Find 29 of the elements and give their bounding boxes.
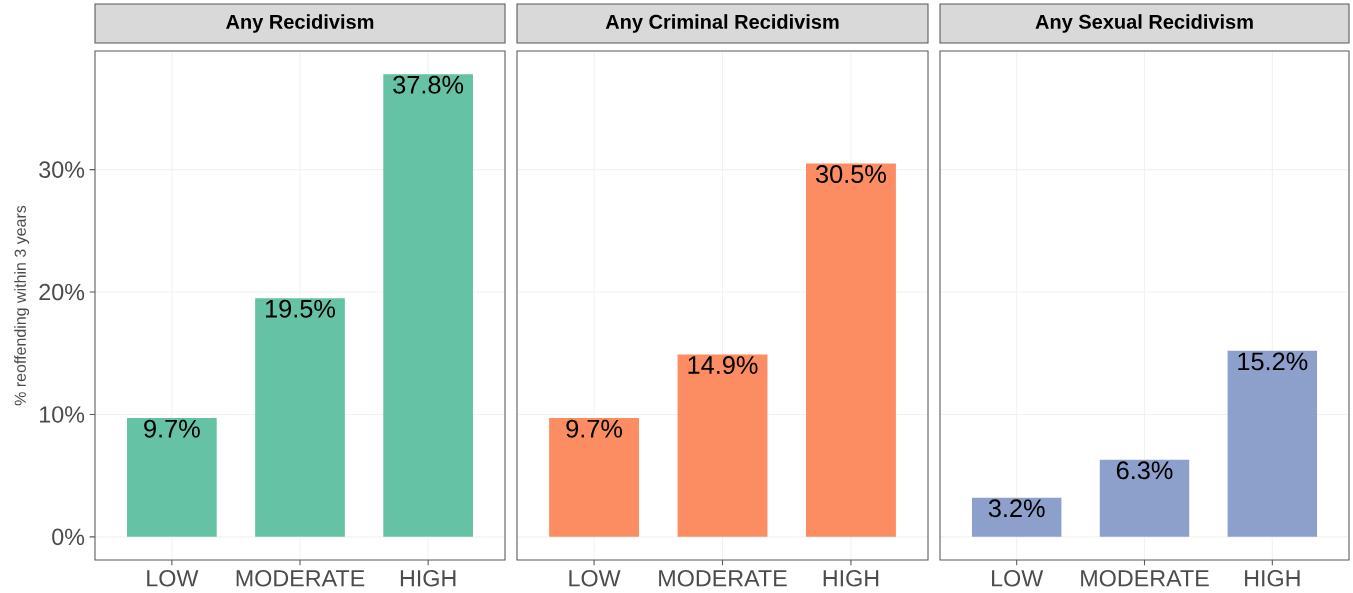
chart-title: Any Recidivism <box>226 14 374 33</box>
bar <box>383 74 473 537</box>
x-tick-label: HIGH <box>400 570 456 587</box>
y-axis-title: % reoffending within 3 years <box>14 205 30 406</box>
data-label: 19.5% <box>266 299 336 318</box>
data-label: 30.5% <box>815 165 886 184</box>
bar <box>255 298 345 537</box>
x-tick-label: MODERATE <box>1081 570 1209 587</box>
bar <box>127 418 217 537</box>
x-tick-label: MODERATE <box>236 570 365 587</box>
data-label: 3.2% <box>988 499 1045 518</box>
data-label: 6.3% <box>1116 461 1173 480</box>
data-label: 37.8% <box>393 75 464 94</box>
y-tick-label: 10% <box>40 406 85 423</box>
data-label: 14.9% <box>688 356 758 375</box>
x-tick-label: LOW <box>147 570 199 587</box>
y-tick-label: 20% <box>39 283 85 301</box>
y-tick-label: 30% <box>39 161 85 178</box>
x-tick-label: LOW <box>569 570 621 587</box>
x-tick-label: HIGH <box>823 570 879 587</box>
chart-title: Any Criminal Recidivism <box>605 14 839 33</box>
data-label: 9.7% <box>566 419 623 438</box>
chart-title: Any Sexual Recidivism <box>1035 14 1253 33</box>
y-tick-label: 0% <box>52 528 85 546</box>
x-tick-label: HIGH <box>1245 570 1300 587</box>
x-tick-label: MODERATE <box>659 570 787 587</box>
x-tick-label: LOW <box>992 570 1044 587</box>
data-label: 9.7% <box>144 419 200 438</box>
data-label: 15.2% <box>1238 352 1308 371</box>
